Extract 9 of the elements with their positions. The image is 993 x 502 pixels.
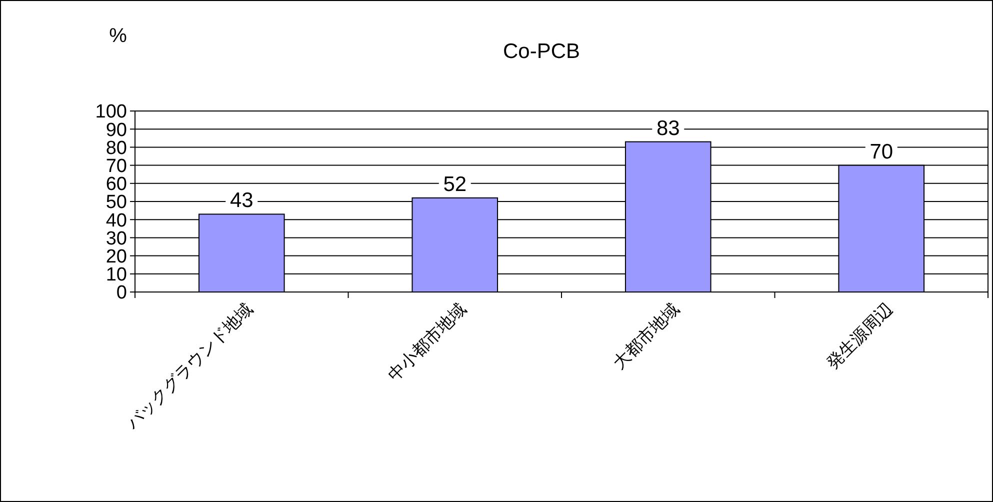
data-label: 52 bbox=[443, 172, 467, 196]
chart-title: Co-PCB bbox=[502, 40, 580, 63]
x-tick-label: 発生源周辺 bbox=[822, 299, 896, 373]
data-label: 43 bbox=[230, 189, 254, 212]
x-tick-label: 中小都市地域 bbox=[384, 299, 470, 385]
x-tick-label: 大都市地域 bbox=[609, 299, 683, 373]
data-label: 70 bbox=[870, 140, 894, 164]
data-label: 83 bbox=[656, 116, 680, 140]
y-axis-title: % bbox=[109, 25, 128, 47]
